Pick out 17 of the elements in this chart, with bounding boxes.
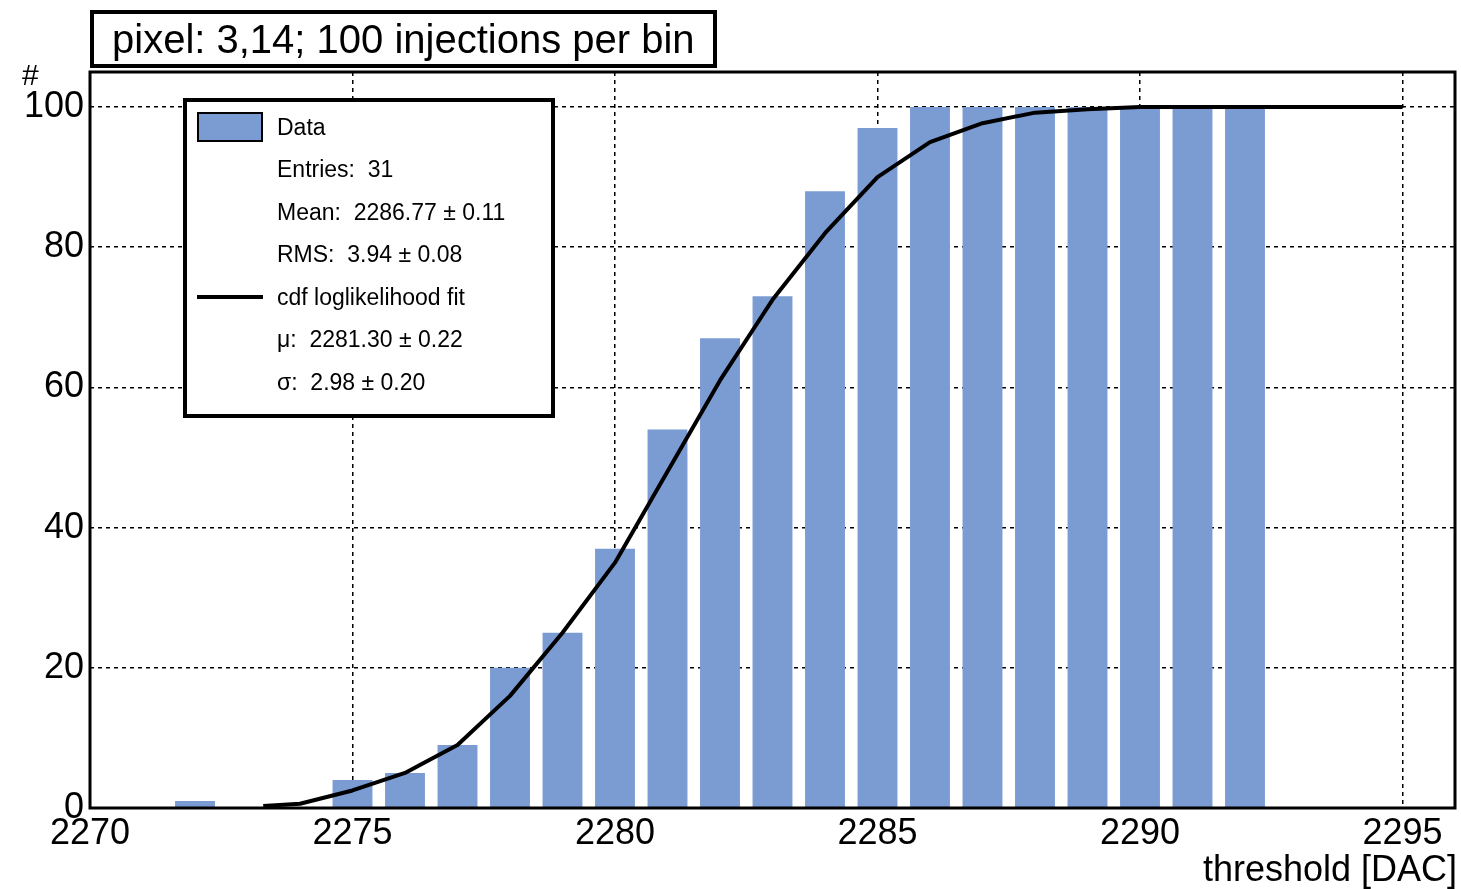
- chart-title: pixel: 3,14; 100 injections per bin: [90, 10, 717, 68]
- annotation: Mean: 2286.77 ± 0.11: [277, 197, 507, 227]
- annotation: μ: 2281.30 ± 0.22: [277, 325, 464, 355]
- annotation: σ: 2.98 ± 0.20: [277, 367, 427, 397]
- x-tick-label: 2285: [837, 810, 918, 852]
- y-tick-label: 80: [43, 224, 84, 266]
- y-axis-title: #: [22, 58, 39, 91]
- annotation: RMS: 3.94 ± 0.08: [277, 240, 464, 270]
- annotation: Entries: 31: [277, 155, 395, 185]
- y-tick-label: 40: [43, 504, 84, 546]
- x-tick-label: 2280: [574, 810, 656, 852]
- legend-label: Data: [277, 113, 326, 141]
- x-tick-label: 2275: [312, 810, 393, 852]
- legend-label: cdf loglikelihood fit: [277, 283, 465, 311]
- y-tick-label: 60: [43, 364, 84, 406]
- y-tick-label: 20: [43, 644, 84, 686]
- x-tick-label: 2290: [1099, 810, 1181, 852]
